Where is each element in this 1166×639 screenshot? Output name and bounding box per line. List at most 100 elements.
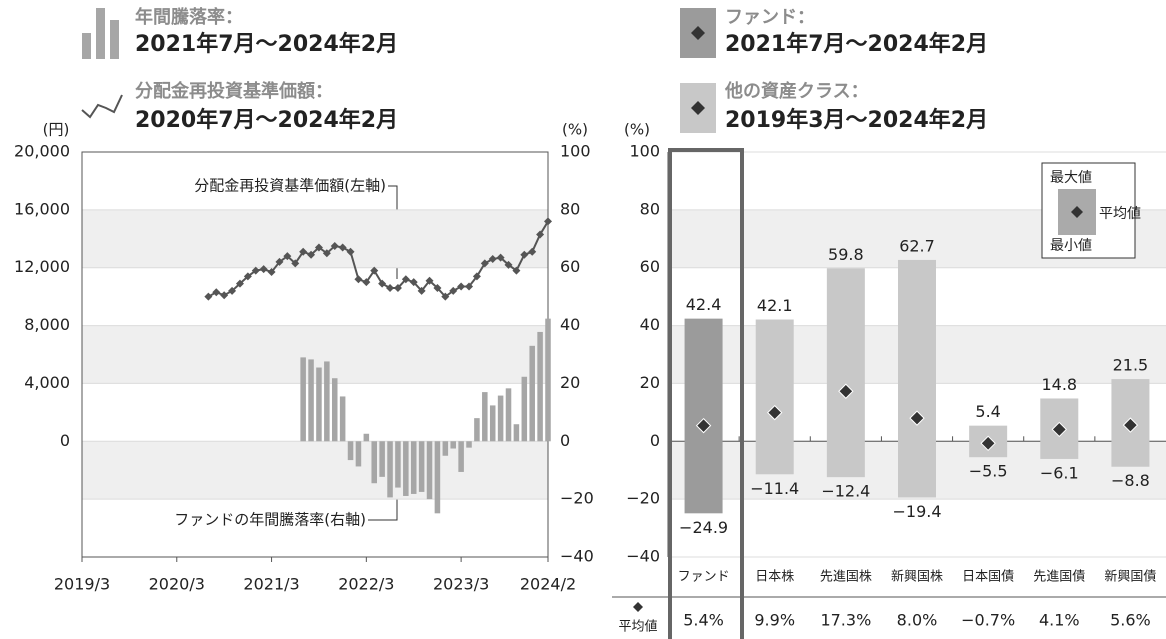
avg-table-value: 4.1% (1039, 611, 1080, 630)
legend-period: 2021年7月～2024年2月 (135, 31, 398, 57)
legend-label: 他の資産クラス： (724, 80, 869, 102)
avg-marker (378, 279, 387, 288)
y2-unit: (%) (562, 121, 588, 139)
bar (489, 405, 496, 442)
bar (324, 361, 330, 442)
bar (418, 441, 425, 492)
bar (434, 441, 441, 514)
avg-marker (275, 257, 284, 266)
legend-label: 平均値 (1099, 206, 1141, 222)
x-tick-label: 2019/3 (54, 575, 110, 594)
y-tick-label: 80 (640, 199, 660, 218)
x-tick-label: 日本国債 (962, 570, 1014, 585)
bar (308, 359, 314, 442)
bar (537, 331, 543, 442)
y2-tick-label: −20 (560, 489, 594, 508)
avg-marker (504, 260, 513, 269)
x-tick-label: 日本株 (755, 570, 794, 585)
avg-marker (401, 275, 410, 284)
range-bar (826, 268, 865, 478)
avg-table-value: 5.4% (683, 611, 724, 630)
bar (458, 441, 464, 472)
annotation-leader (368, 497, 398, 521)
avg-table-value: 5.6% (1110, 611, 1151, 630)
bar (529, 345, 535, 442)
bar (403, 441, 409, 496)
avg-marker (220, 291, 229, 300)
y-unit: (%) (624, 121, 650, 139)
avg-marker (386, 283, 395, 292)
y-tick-label: 40 (640, 315, 660, 334)
avg-marker (544, 217, 552, 226)
avg-marker (1051, 421, 1067, 438)
avg-marker (330, 242, 339, 251)
max-label: 42.4 (686, 295, 722, 314)
legend-label: 最小値 (1050, 238, 1092, 254)
avg-marker (1122, 417, 1139, 433)
bar (387, 441, 393, 498)
legend-icon (82, 33, 91, 59)
y-tick-label: −20 (626, 489, 660, 508)
avg-marker (512, 266, 521, 275)
x-tick-label: ファンド (678, 570, 730, 585)
avg-marker (449, 286, 458, 295)
avg-marker (441, 292, 450, 301)
band (82, 441, 548, 500)
avg-marker (228, 286, 237, 295)
legend-period: 2021年7月～2024年2月 (725, 31, 988, 57)
min-label: −11.4 (750, 479, 799, 498)
max-label: 42.1 (757, 296, 793, 315)
x-tick-label: 先進国株 (820, 570, 872, 585)
bar (474, 418, 480, 442)
avg-marker (346, 247, 355, 256)
avg-table-value: −0.7% (961, 611, 1015, 630)
avg-marker (338, 243, 347, 252)
y-unit: (円) (43, 121, 70, 139)
band (82, 325, 548, 384)
legend-icon (110, 20, 119, 59)
avg-marker (243, 272, 252, 281)
annotation: ファンドの年間騰落率(右軸) (174, 511, 366, 529)
y-tick-label: 20,000 (14, 142, 70, 161)
range-bar (898, 259, 936, 498)
bar (442, 441, 449, 456)
min-label: −5.5 (969, 462, 1008, 481)
avg-marker (299, 247, 308, 256)
y-tick-label: 4,000 (24, 373, 70, 392)
avg-marker (980, 435, 996, 452)
y-tick-label: 0 (650, 431, 660, 450)
x-tick-label: 先進国債 (1033, 570, 1085, 585)
avg-marker (322, 249, 331, 258)
legend-period: 2019年3月～2024年2月 (725, 107, 988, 133)
avg-marker (259, 265, 268, 274)
fund-highlight (668, 148, 744, 639)
avg-marker (267, 268, 276, 277)
max-label: 14.8 (1041, 375, 1077, 394)
avg-marker (480, 259, 489, 268)
legend-icon (691, 26, 705, 40)
avg-marker (496, 253, 505, 262)
avg-marker (283, 252, 292, 261)
max-label: 21.5 (1113, 356, 1149, 375)
bar (300, 357, 306, 442)
y2-tick-label: 0 (560, 431, 570, 450)
bar (482, 392, 488, 442)
avg-table-value: 8.0% (897, 611, 938, 630)
legend-label: ファンド： (725, 7, 815, 28)
bar (497, 395, 504, 442)
legend-icon (691, 101, 705, 115)
bar (339, 396, 346, 442)
avg-marker (433, 283, 442, 292)
y2-tick-label: 40 (560, 315, 580, 334)
avg-marker (695, 417, 712, 434)
y2-tick-label: 60 (560, 257, 580, 276)
x-tick-label: 2020/3 (149, 575, 205, 594)
y-tick-label: 8,000 (24, 315, 70, 334)
legend-icon (81, 94, 123, 119)
bar (316, 367, 322, 442)
bar (466, 441, 472, 448)
range-bar (755, 319, 794, 475)
bar (426, 441, 433, 500)
avg-marker (457, 282, 466, 291)
